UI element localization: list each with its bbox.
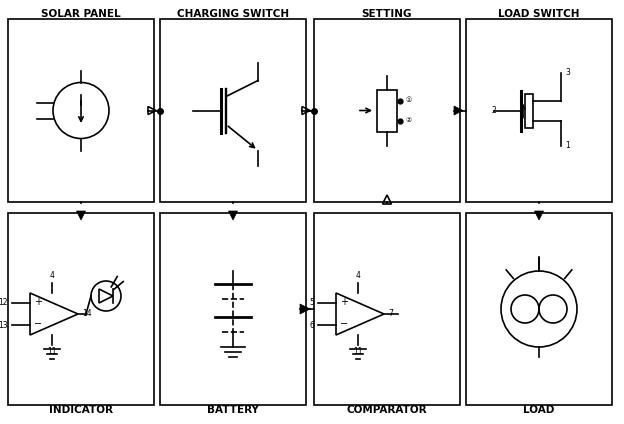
Text: SOLAR PANEL: SOLAR PANEL bbox=[41, 9, 121, 19]
Text: ②: ② bbox=[406, 117, 412, 123]
Text: ①: ① bbox=[406, 98, 412, 103]
Text: LOAD: LOAD bbox=[524, 405, 555, 415]
Text: 7: 7 bbox=[388, 310, 393, 318]
Bar bbox=[160, 213, 306, 405]
Polygon shape bbox=[454, 106, 463, 115]
Bar bbox=[314, 19, 460, 202]
Text: 4: 4 bbox=[355, 271, 360, 280]
Text: 11: 11 bbox=[353, 347, 363, 356]
Bar bbox=[466, 19, 612, 202]
Text: SETTING: SETTING bbox=[362, 9, 412, 19]
Bar bbox=[8, 213, 154, 405]
Text: +: + bbox=[340, 297, 348, 307]
Text: BATTERY: BATTERY bbox=[207, 405, 259, 415]
Text: 12: 12 bbox=[0, 298, 8, 307]
Bar bbox=[314, 213, 460, 405]
Polygon shape bbox=[300, 304, 310, 314]
Text: INDICATOR: INDICATOR bbox=[49, 405, 113, 415]
Text: 6: 6 bbox=[309, 321, 314, 330]
Text: CHARGING SWITCH: CHARGING SWITCH bbox=[177, 9, 289, 19]
Text: +: + bbox=[34, 297, 42, 307]
Text: COMPARATOR: COMPARATOR bbox=[347, 405, 427, 415]
Text: 11: 11 bbox=[47, 347, 56, 356]
Bar bbox=[8, 19, 154, 202]
Polygon shape bbox=[535, 211, 544, 220]
Text: 5: 5 bbox=[309, 298, 314, 307]
Bar bbox=[160, 19, 306, 202]
Bar bbox=[377, 89, 397, 131]
Text: LOAD SWITCH: LOAD SWITCH bbox=[498, 9, 580, 19]
Text: 2: 2 bbox=[491, 106, 495, 115]
Text: −: − bbox=[340, 319, 348, 329]
Bar bbox=[525, 94, 533, 128]
Text: 4: 4 bbox=[49, 271, 54, 280]
Text: −: − bbox=[34, 319, 42, 329]
Text: 3: 3 bbox=[565, 68, 570, 77]
Text: 13: 13 bbox=[0, 321, 8, 330]
Polygon shape bbox=[77, 211, 85, 220]
Bar bbox=[466, 213, 612, 405]
Text: 1: 1 bbox=[565, 141, 570, 150]
Polygon shape bbox=[228, 211, 238, 220]
Text: 14: 14 bbox=[82, 310, 92, 318]
